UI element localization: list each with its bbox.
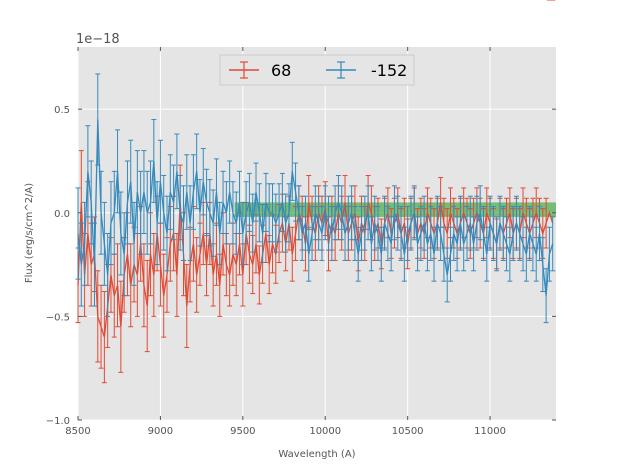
x-tick-label: 9500: [230, 426, 255, 437]
legend-item-minus-152: -152: [326, 61, 407, 80]
legend-item-68: 68: [229, 61, 291, 80]
legend-label-minus-152: -152: [371, 61, 407, 80]
series-minus-152: [75, 73, 556, 324]
y-tick-label: −1.0: [46, 416, 70, 427]
y-tick-label: 0.5: [54, 105, 70, 116]
legend-label-68: 68: [271, 61, 291, 80]
y-tick-label: −0.5: [46, 312, 70, 323]
y-axis-label: Flux (erg/s/cm^2/A): [24, 183, 35, 283]
x-tick-label: 10000: [309, 426, 341, 437]
x-tick-label: 9000: [148, 426, 173, 437]
y-tick-label: 0.0: [54, 209, 70, 220]
x-tick-label: 10500: [392, 426, 424, 437]
axis-ticks: 8500 9000 9500 10000 10500 11000 −1.0 −0.5 0.0 0.…: [46, 47, 556, 437]
x-axis-label: Wavelength (A): [278, 449, 355, 460]
series-line: [77, 119, 554, 296]
series-layer: [75, 0, 556, 384]
legend: 68 -152: [219, 54, 415, 86]
plot-background: [78, 47, 556, 420]
x-tick-label: 8500: [65, 426, 90, 437]
y-offset-label: 1e−18: [76, 32, 120, 47]
x-tick-label: 11000: [474, 426, 506, 437]
